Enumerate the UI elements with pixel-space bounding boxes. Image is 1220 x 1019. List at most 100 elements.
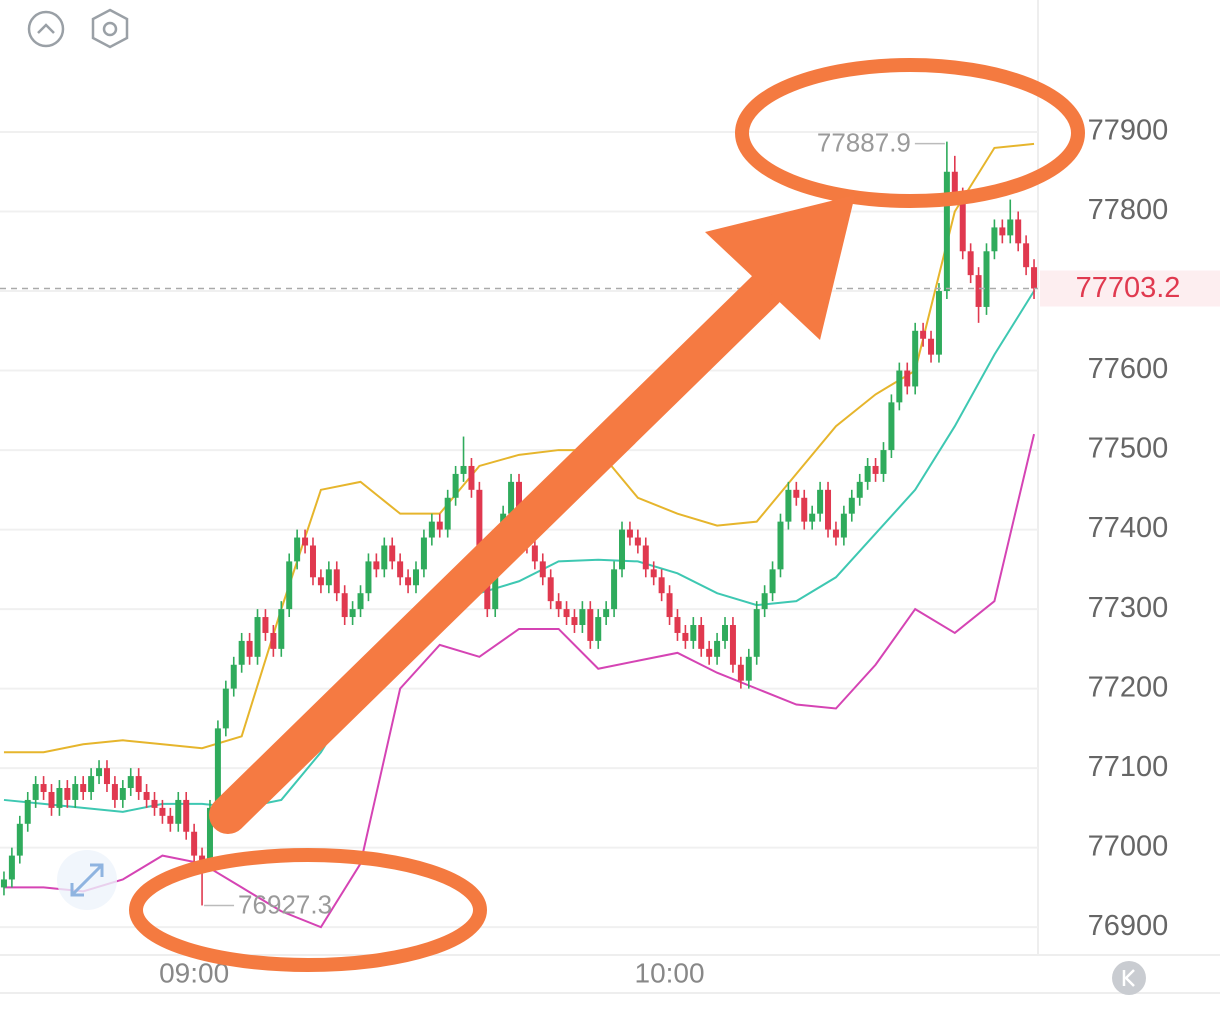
candle-body (619, 529, 626, 570)
candle-body (634, 537, 641, 546)
candle-body (674, 617, 681, 633)
candle-body (286, 561, 293, 610)
candle-body (595, 617, 602, 641)
candle-body (24, 799, 31, 824)
candle-body (230, 664, 237, 689)
candle-body (175, 799, 182, 824)
candle-body (801, 497, 808, 522)
y-tick-label: 77100 (1088, 751, 1169, 783)
candle-body (983, 251, 990, 307)
candle-body (777, 521, 784, 570)
candle-body (571, 617, 578, 626)
candle-body (405, 577, 412, 586)
low-label: 76927.3 (238, 889, 332, 919)
y-tick-label: 77600 (1088, 353, 1169, 385)
candle-body (912, 330, 919, 387)
candle-body (975, 275, 982, 307)
candle-body (8, 855, 15, 880)
candle-body (88, 776, 95, 792)
candle-body (761, 593, 768, 610)
high-label: 77887.9 (817, 127, 911, 157)
y-tick-label: 77200 (1088, 671, 1169, 703)
candle-body (96, 768, 103, 777)
y-tick-label: 77800 (1088, 194, 1169, 226)
scroll-end-icon (1122, 969, 1135, 987)
candle-body (896, 370, 903, 403)
candle-body (325, 569, 332, 586)
candle-body (737, 664, 744, 681)
scroll-end-button[interactable] (1112, 961, 1146, 995)
candle-body (254, 617, 261, 657)
settings-button[interactable] (91, 8, 129, 49)
candle-body (809, 513, 816, 522)
candle-body (690, 625, 697, 641)
candle-body (333, 569, 340, 594)
candle-body (539, 561, 546, 578)
candle-body (40, 784, 47, 792)
candle-body (309, 545, 316, 578)
candle-body (959, 195, 966, 252)
candle-body (103, 768, 110, 785)
candle-body (80, 784, 87, 792)
candle-body (365, 561, 372, 594)
candle-body (1007, 219, 1014, 236)
candle-body (468, 465, 475, 490)
candle-body (452, 473, 459, 498)
candle-body (531, 545, 538, 562)
candle-body (159, 807, 166, 816)
candle-body (658, 577, 665, 594)
candle-body (951, 171, 958, 196)
candle-body (769, 569, 776, 594)
highlight-ellipse (129, 848, 487, 972)
candle-body (412, 569, 419, 586)
collapse-button[interactable] (27, 10, 65, 48)
candle-body (1031, 267, 1038, 289)
candle-body (389, 545, 396, 562)
candle-body (650, 569, 657, 578)
y-tick-label: 77500 (1088, 433, 1169, 465)
candle-body (16, 823, 23, 856)
candle-body (397, 561, 404, 578)
candle-body (864, 465, 871, 482)
settings-icon (102, 21, 118, 37)
candle-body (492, 553, 499, 610)
candle-body (935, 291, 942, 355)
candle-body (587, 609, 594, 641)
candle-body (1023, 243, 1030, 268)
last-price-bg (1040, 270, 1220, 307)
candle-body (928, 338, 935, 355)
candle-body (373, 561, 380, 570)
expand-icon (70, 863, 104, 897)
candle-body (444, 497, 451, 530)
candle-body (119, 788, 126, 800)
candle-body (920, 330, 927, 339)
candle-body (381, 545, 388, 570)
candle-body (420, 537, 427, 570)
candle-body (603, 609, 610, 618)
candle-body (294, 537, 301, 562)
candle-body (317, 577, 324, 586)
arrow-shaft (209, 271, 784, 834)
candle-body (183, 799, 190, 832)
candle-body (666, 593, 673, 618)
candle-body (357, 593, 364, 610)
candle-body (872, 465, 879, 474)
candle-body (32, 784, 39, 800)
y-tick-label: 77000 (1088, 830, 1169, 862)
annotation (129, 58, 1085, 972)
expand-button[interactable] (57, 850, 117, 910)
y-tick-label: 77300 (1088, 592, 1169, 624)
candle-body (246, 640, 253, 657)
candle-body (943, 171, 950, 292)
candle-body (682, 632, 689, 641)
scroll-end-bg (1112, 961, 1146, 995)
candle-body (127, 776, 134, 789)
candle-body (547, 577, 554, 602)
candle-body (0, 879, 7, 888)
candle-body (349, 609, 356, 618)
candle-body (1015, 219, 1022, 244)
indicator-line (3, 433, 1036, 929)
candle-body (832, 529, 839, 538)
arrow-head (705, 195, 855, 340)
